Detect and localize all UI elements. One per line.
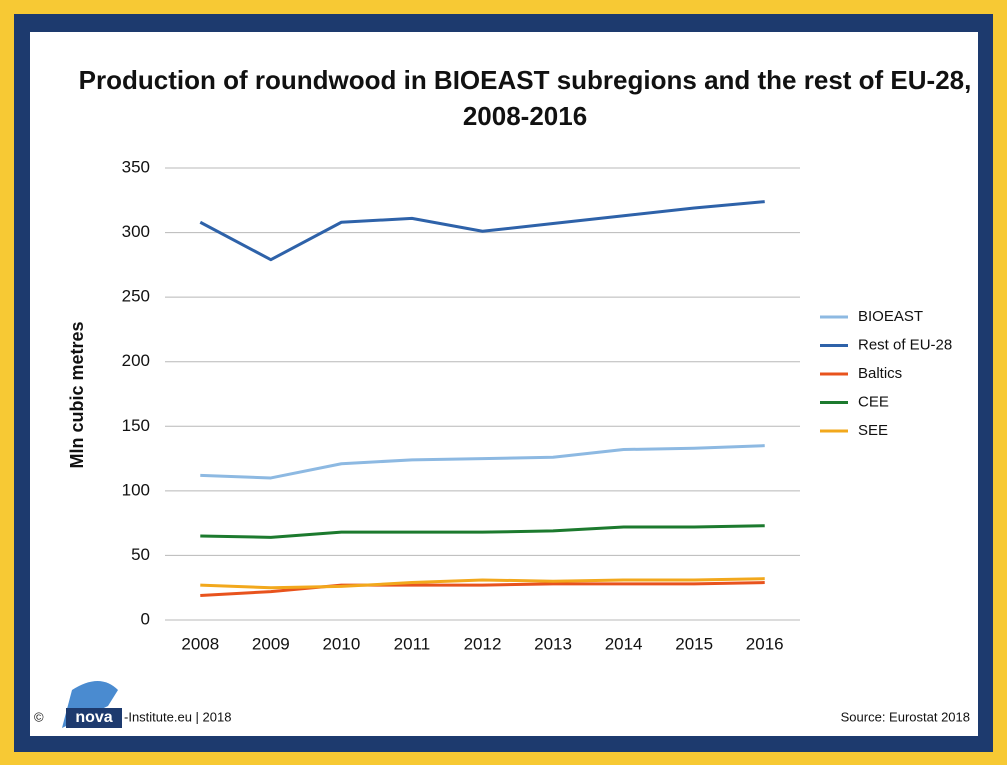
x-tick-label: 2015	[675, 634, 713, 653]
y-tick-label: 150	[122, 416, 150, 435]
x-tick-label: 2011	[394, 634, 431, 653]
legend-label: Rest of EU-28	[858, 336, 952, 353]
panel	[30, 32, 978, 736]
chart-title: Production of roundwood in BIOEAST subre…	[70, 62, 980, 134]
page: Mln cubic metres © nova -Institute.eu | …	[0, 0, 1007, 765]
x-tick-label: 2009	[252, 634, 290, 653]
legend-label: BIOEAST	[858, 308, 923, 325]
x-tick-label: 2008	[181, 634, 219, 653]
legend-label: CEE	[858, 393, 889, 410]
copyright: ©	[34, 709, 44, 724]
legend-label: SEE	[858, 422, 888, 439]
logo-text: nova	[75, 709, 112, 726]
credit: -Institute.eu | 2018	[124, 709, 231, 724]
y-tick-label: 200	[122, 351, 150, 370]
y-tick-label: 350	[122, 157, 150, 176]
legend-label: Baltics	[858, 365, 902, 382]
x-tick-label: 2013	[534, 634, 572, 653]
y-tick-label: 100	[122, 480, 150, 499]
x-tick-label: 2010	[322, 634, 360, 653]
y-tick-label: 300	[122, 222, 150, 241]
x-tick-label: 2012	[464, 634, 502, 653]
source: Source: Eurostat 2018	[841, 709, 970, 724]
y-tick-label: 0	[141, 609, 150, 628]
y-tick-label: 50	[131, 545, 150, 564]
x-tick-label: 2014	[605, 634, 643, 653]
x-tick-label: 2016	[746, 634, 784, 653]
y-axis-label: Mln cubic metres	[67, 321, 87, 468]
y-tick-label: 250	[122, 287, 150, 306]
